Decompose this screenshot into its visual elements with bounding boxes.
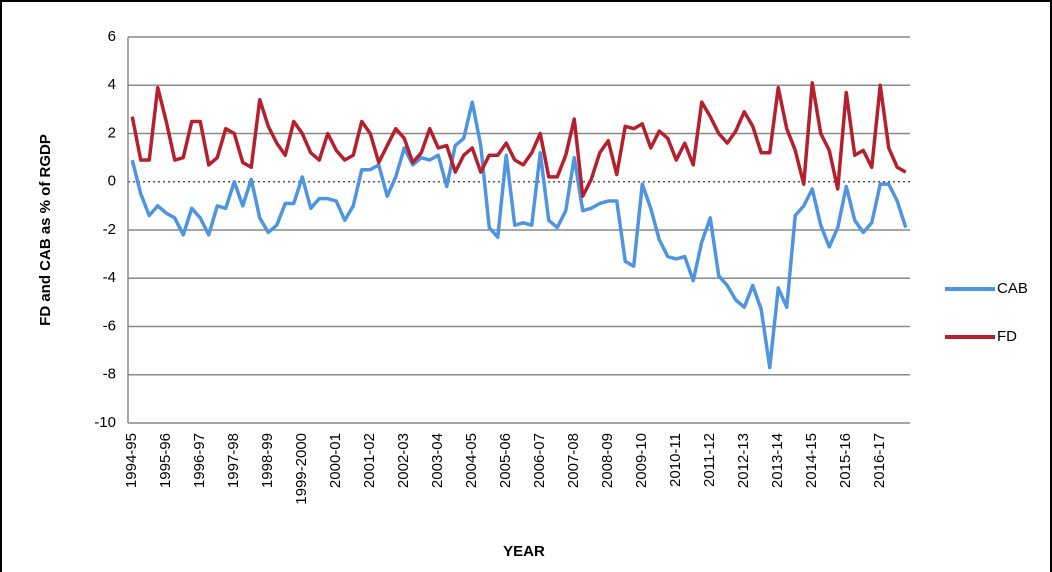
y-tick-label: 0 [108,173,116,190]
x-tick-label: 1999-2000 [293,433,310,505]
x-tick-label: 1996-97 [191,433,208,488]
y-tick-label: 6 [108,28,116,45]
x-tick-label: 2000-01 [327,433,344,488]
y-tick-label: 4 [108,76,116,93]
y-tick-label: -6 [103,317,116,334]
x-tick-label: 2007-08 [565,433,582,488]
x-tick-label: 2006-07 [531,433,548,488]
y-axis-title: FD and CAB as % of RGDP [37,134,54,326]
legend-label: FD [997,328,1017,345]
x-tick-label: 2013-14 [769,433,786,488]
x-tick-label: 2008-09 [599,433,616,488]
x-tick-label: 2009-10 [633,433,650,488]
x-tick-label: 1994-95 [123,433,140,488]
series-line [130,81,907,198]
y-tick-label: -10 [94,414,116,431]
x-axis-title: YEAR [503,543,545,560]
x-tick-label: 1995-96 [157,433,174,488]
x-tick-label: 1998-99 [259,433,276,488]
x-tick-label: 2003-04 [429,433,446,488]
series-line [130,100,908,370]
y-tick-label: -4 [103,269,116,286]
y-tick-label: 2 [108,124,116,141]
x-tick-label: 2002-03 [395,433,412,488]
x-tick-label: 2014-15 [803,433,820,488]
y-tick-label: -2 [103,221,116,238]
x-tick-label: 1997-98 [225,433,242,488]
x-tick-label: 2005-06 [497,433,514,488]
y-tick-label: -8 [103,366,116,383]
x-tick-label: 2015-16 [837,433,854,488]
x-tick-label: 2011-12 [701,433,718,487]
legend-label: CAB [997,280,1028,297]
x-tick-label: 2004-05 [463,433,480,488]
x-tick-label: 2016-17 [871,433,888,488]
x-tick-label: 2012-13 [735,433,752,488]
x-tick-label: 2001-02 [361,433,378,488]
x-tick-label: 2010-11 [667,433,684,487]
